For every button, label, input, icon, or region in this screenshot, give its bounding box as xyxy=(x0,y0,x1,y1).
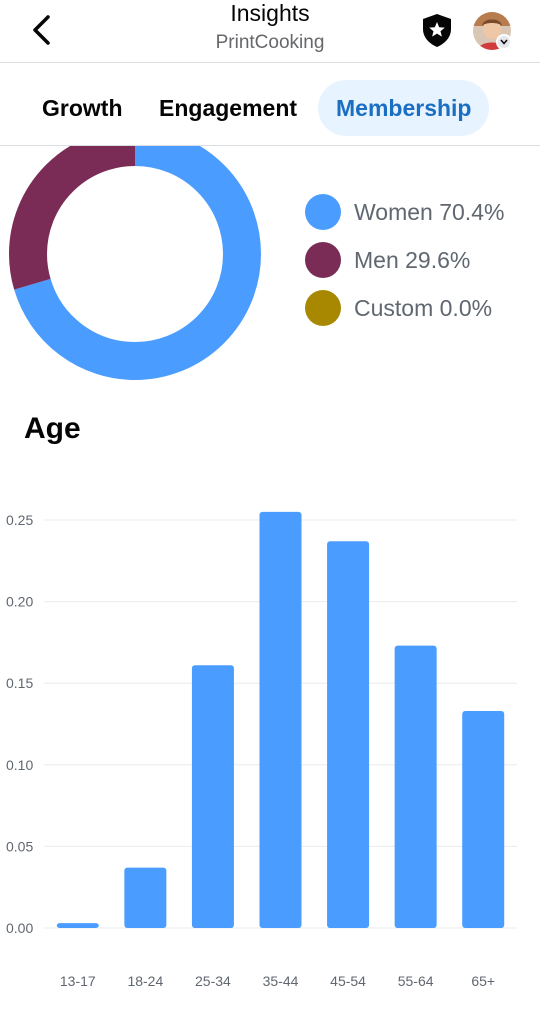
x-tick-label: 45-54 xyxy=(330,973,366,989)
admin-shield-star-icon xyxy=(423,14,451,47)
legend-label-men: Men 29.6% xyxy=(354,246,471,273)
tab-growth[interactable]: Growth xyxy=(42,94,123,121)
page-title: Insights xyxy=(230,0,310,26)
legend-label-women: Women 70.4% xyxy=(354,198,505,225)
age-bar-35-44[interactable] xyxy=(259,511,302,928)
age-bar-55-64[interactable] xyxy=(394,645,437,928)
group-name: PrintCooking xyxy=(215,32,325,53)
x-tick-label: 65+ xyxy=(471,973,495,989)
legend-swatch-women xyxy=(305,194,341,230)
y-tick-label: 0.25 xyxy=(6,512,33,528)
legend-swatch-custom xyxy=(305,290,341,326)
y-tick-label: 0.15 xyxy=(6,675,33,691)
age-bar-25-34[interactable] xyxy=(191,665,234,928)
x-tick-label: 18-24 xyxy=(127,973,163,989)
y-tick-label: 0.10 xyxy=(6,757,33,773)
tab-engagement[interactable]: Engagement xyxy=(159,94,298,121)
account-switcher-button[interactable] xyxy=(496,34,512,50)
gender-legend: Women 70.4% Men 29.6% Custom 0.0% xyxy=(305,188,504,332)
tab-membership[interactable]: Membership xyxy=(318,80,490,136)
age-bar-65+[interactable] xyxy=(462,710,505,928)
back-button[interactable] xyxy=(22,10,62,50)
x-tick-label: 25-34 xyxy=(195,973,231,989)
admin-tools-button[interactable] xyxy=(420,12,454,48)
header: Insights PrintCooking xyxy=(0,0,540,62)
donut-slice-men xyxy=(9,146,261,380)
chevron-left-icon xyxy=(33,15,50,45)
age-section-title: Age xyxy=(24,412,81,445)
legend-item-men: Men 29.6% xyxy=(305,236,504,284)
x-tick-label: 55-64 xyxy=(398,973,434,989)
chevron-down-icon xyxy=(500,39,508,45)
title-block: Insights PrintCooking xyxy=(120,0,420,56)
legend-swatch-men xyxy=(305,242,341,278)
age-bar-45-54[interactable] xyxy=(327,541,370,928)
age-bar-18-24[interactable] xyxy=(124,867,167,928)
tabs-divider xyxy=(0,145,540,146)
age-bar-chart: 0.00 0.05 0.10 0.15 0.20 0.25 13-17 18-24 25-34 3… xyxy=(6,511,517,989)
header-divider xyxy=(0,62,540,63)
y-tick-label: 0.20 xyxy=(6,594,33,610)
legend-item-custom: Custom 0.0% xyxy=(305,284,504,332)
age-bar-13-17[interactable] xyxy=(56,923,99,928)
x-tick-label: 35-44 xyxy=(263,973,299,989)
legend-item-women: Women 70.4% xyxy=(305,188,504,236)
profile-photo-icon xyxy=(473,12,511,50)
y-tick-label: 0.05 xyxy=(6,838,33,854)
gender-donut-chart xyxy=(9,146,261,380)
avatar[interactable] xyxy=(473,12,511,50)
x-tick-label: 13-17 xyxy=(60,973,96,989)
legend-label-custom: Custom 0.0% xyxy=(354,294,493,321)
y-tick-label: 0.00 xyxy=(6,920,33,936)
